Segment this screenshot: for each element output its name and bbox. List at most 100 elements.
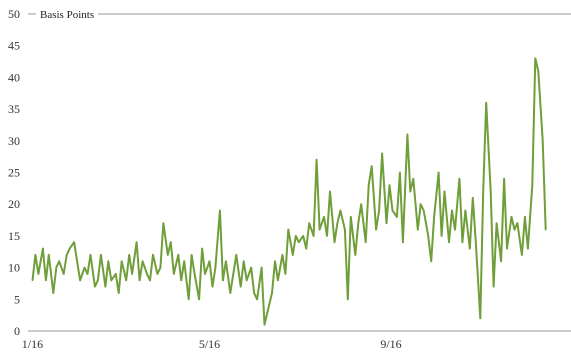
data-point [58,260,60,263]
data-point [131,273,133,275]
data-point [183,260,185,263]
data-point [510,216,513,218]
y-tick-label: 5 [14,292,20,306]
data-point [396,216,398,218]
data-point [513,228,516,231]
data-point [149,279,151,282]
data-point [193,273,196,275]
data-point [68,247,71,250]
data-point [385,222,388,224]
data-point [256,298,258,301]
x-tick-label: 9/16 [380,337,401,351]
data-point [399,171,401,174]
data-point [198,298,200,301]
y-tick-label: 50 [8,7,20,21]
data-point [308,222,311,224]
data-point [190,254,193,256]
data-point [350,216,352,218]
data-point [274,260,276,263]
data-point [500,260,502,263]
data-point [65,254,68,256]
data-point [454,228,456,231]
data-point [125,279,127,282]
data-point [326,235,328,237]
data-point [472,197,474,199]
data-point [211,285,214,288]
data-point [427,235,430,237]
y-tick-label: 0 [14,324,20,338]
data-point [180,279,182,282]
data-point [141,260,144,263]
data-point [245,279,248,282]
data-point [110,279,113,282]
data-point [94,285,96,288]
data-point [347,298,349,301]
y-tick-label: 15 [8,229,20,243]
data-point [430,260,433,263]
data-point [260,266,263,269]
data-point [242,260,245,263]
y-tick-label: 35 [8,102,20,116]
data-point [97,279,99,282]
data-point [115,273,117,275]
data-point [524,216,526,218]
data-point [492,285,495,288]
data-point [402,241,404,243]
y-tick-label: 10 [8,261,20,275]
data-point [263,323,266,326]
data-point [461,241,464,243]
data-point [406,133,409,136]
data-point [79,279,81,282]
data-point [521,254,523,256]
data-point [187,298,190,301]
data-point [83,266,86,269]
data-point [437,171,440,174]
data-point [344,228,346,231]
data-point [152,254,154,256]
data-point [253,292,255,294]
data-point [537,70,540,72]
data-point [235,254,238,256]
data-point [128,254,130,256]
data-point [204,273,206,275]
data-point [45,279,47,282]
data-point [503,178,505,180]
data-point [333,241,336,243]
data-point [482,190,485,193]
data-point [117,292,120,294]
data-point [156,273,159,275]
x-tick-label: 5/16 [199,337,220,351]
data-point [375,228,377,231]
y-tick-label: 25 [8,166,20,180]
data-point [305,247,308,250]
data-point [443,190,446,193]
data-point [292,254,294,256]
data-point [485,102,488,104]
data-point [42,247,44,250]
data-point [162,222,165,224]
data-point [495,222,498,224]
data-point [388,184,391,186]
data-point [52,292,55,294]
data-point [469,247,471,250]
data-point [266,311,269,313]
data-point [367,184,370,186]
data-point [516,222,519,224]
data-point [417,228,419,231]
data-point [360,203,363,205]
data-point [370,165,373,167]
data-point [225,260,227,263]
y-tick-label: 45 [8,39,20,53]
data-point [48,254,50,256]
data-point [544,228,547,231]
y-tick-label: 30 [8,134,20,148]
data-point [541,140,544,142]
x-tick-label: 1/16 [22,337,43,351]
data-point [222,279,224,282]
data-point [201,247,203,250]
data-points [31,57,547,326]
data-point [422,209,425,212]
data-point [448,241,450,243]
data-point [298,241,300,243]
